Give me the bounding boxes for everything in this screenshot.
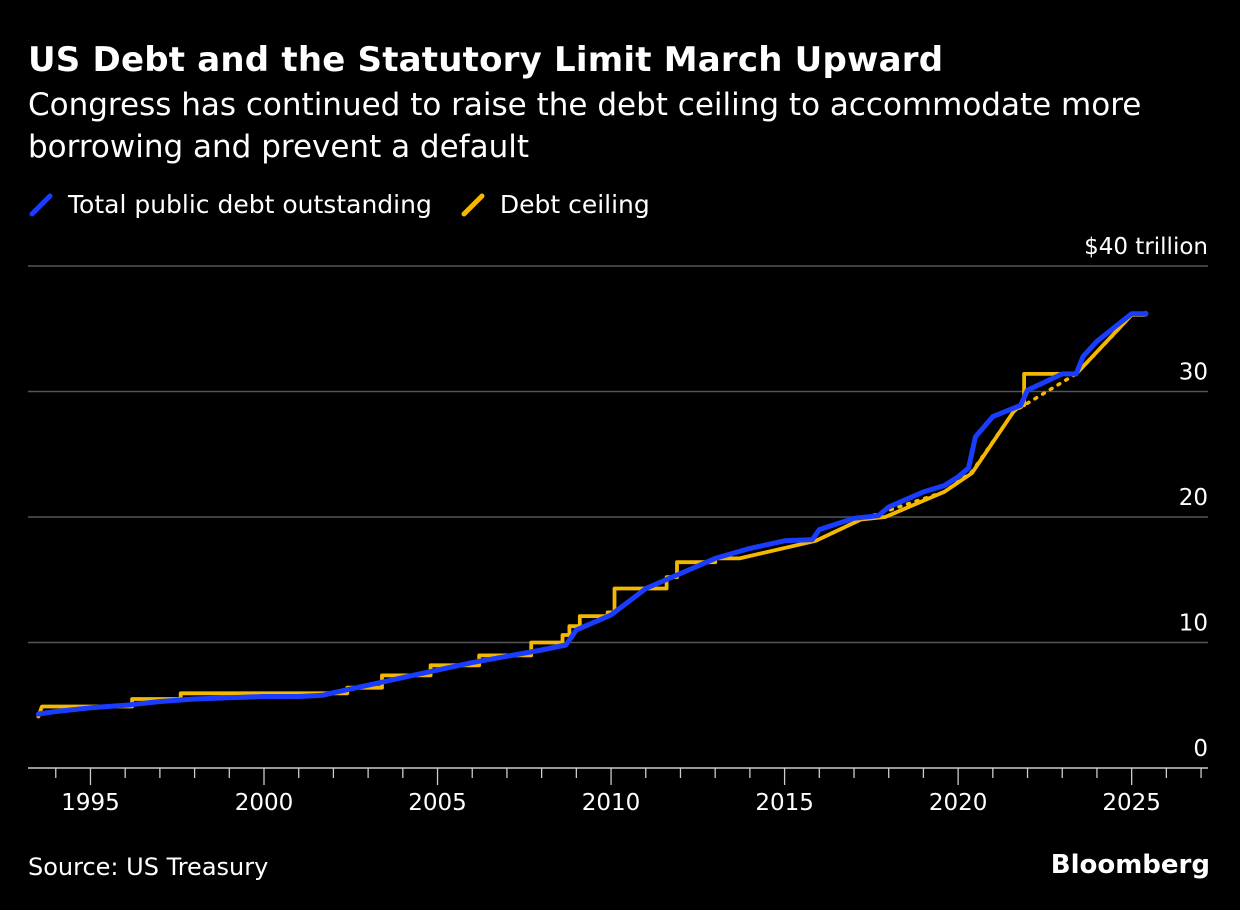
legend-item-ceiling: Debt ceiling	[460, 190, 650, 219]
source-note: Source: US Treasury	[28, 853, 269, 881]
y-tick-label: 30	[1179, 360, 1208, 386]
chart-subtitle: Congress has continued to raise the debt…	[28, 87, 1142, 165]
chart-title: US Debt and the Statutory Limit March Up…	[28, 40, 944, 80]
legend-item-debt: Total public debt outstanding	[28, 190, 432, 219]
bloomberg-logo: Bloomberg	[1050, 850, 1210, 880]
chart-legend: Total public debt outstanding Debt ceili…	[28, 190, 678, 219]
x-tick-label: 1995	[61, 790, 120, 816]
x-tick-label: 2015	[755, 790, 814, 816]
x-tick-label: 2005	[408, 790, 467, 816]
series-line-ceiling	[36, 313, 1148, 719]
legend-ceiling-swatch-icon	[461, 193, 485, 216]
chart-plot-area: 0 10 20 30 $40 trillion 1995 2000 2005 2010 2015 2…	[28, 234, 1208, 816]
y-tick-label: $40 trillion	[1084, 234, 1208, 260]
x-tick-label: 2010	[582, 790, 641, 816]
y-tick-label: 20	[1179, 485, 1208, 511]
legend-debt-label: Total public debt outstanding	[68, 190, 432, 219]
series-line-ceiling-dotted	[814, 313, 1134, 543]
x-tick-label: 2000	[235, 790, 294, 816]
x-tick-label: 2025	[1102, 790, 1161, 816]
series-line-debt	[35, 311, 1148, 717]
debt-endpoint-marker	[1142, 310, 1149, 317]
legend-ceiling-label: Debt ceiling	[499, 190, 650, 219]
legend-debt-swatch-icon	[29, 193, 53, 216]
x-tick-label: 2020	[929, 790, 988, 816]
y-tick-label: 0	[1193, 736, 1208, 762]
y-tick-label: 10	[1179, 611, 1208, 637]
